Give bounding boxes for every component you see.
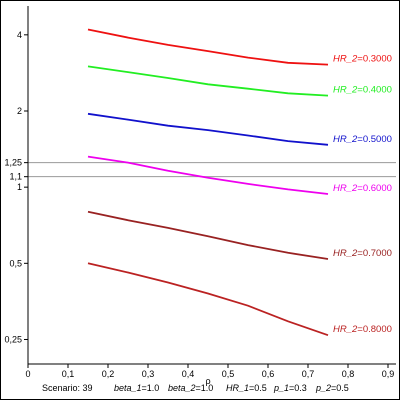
p-1-param: p_1=0.3: [274, 383, 307, 393]
x-tick-label: 0,7: [302, 369, 315, 379]
series-line: [87, 262, 329, 337]
y-tick-label: 1,1: [9, 172, 22, 182]
x-tick-label: 0,3: [142, 369, 155, 379]
series-line: [87, 112, 329, 146]
x-tick-label: 0,1: [62, 369, 75, 379]
y-tick-label: 0,5: [9, 258, 22, 268]
beta-2-param: beta_2=1.0: [168, 383, 213, 393]
y-tick-label: 0,25: [4, 334, 22, 344]
series-line: [87, 65, 329, 97]
y-tick-label: 2: [17, 106, 22, 116]
beta-1-name: beta_1: [114, 383, 142, 393]
series-labels: HR_2=0.3000 HR_2=0.4000 HR_2=0.5000 HR_2=0.…: [333, 54, 392, 336]
series-line: [87, 210, 329, 260]
beta-2-name: beta_2: [168, 383, 196, 393]
series-label: HR_2=0.8000: [333, 324, 392, 335]
hr-1-param: HR_1=0.5: [226, 383, 267, 393]
beta-1-value: =1.0: [141, 383, 160, 393]
x-axis-label: ρ: [205, 376, 210, 386]
series-label: HR_2=0.5000: [333, 134, 392, 145]
axes: [27, 6, 396, 365]
scenario-label: Scenario: 39: [42, 383, 93, 393]
y-ticks: 0,25 0,5 11,1 1,25 2 4: [4, 30, 28, 344]
x-tick-label: 0,9: [382, 369, 395, 379]
series-label: HR_2=0.7000: [333, 248, 392, 259]
y-tick-label: 1,25: [4, 158, 22, 168]
series-line: [87, 28, 329, 66]
hr-1-name: HR_1: [226, 383, 250, 393]
series-label: HR_2=0.6000: [333, 183, 392, 194]
p-1-value: =0.3: [289, 383, 307, 393]
p-2-param: p_2=0.5: [316, 383, 349, 393]
hr-1-value: =0.5: [249, 383, 267, 393]
x-ticks: 0 0,1 0,2 0,3 0,4 0,5 0,6 0,7 0,8 0,9: [25, 364, 394, 379]
y-tick-label: 1: [17, 182, 22, 192]
series-line: [87, 155, 329, 195]
p-1-name: p_1: [274, 383, 290, 393]
y-tick-label: 4: [17, 30, 22, 40]
p-2-value: =0.5: [331, 383, 349, 393]
x-tick-label: 0,2: [102, 369, 115, 379]
x-tick-label: 0,6: [262, 369, 275, 379]
beta-2-value: =1.0: [195, 383, 214, 393]
series-label: HR_2=0.3000: [333, 54, 392, 65]
series-lines: [87, 28, 329, 337]
x-tick-label: 0,5: [222, 369, 235, 379]
scenario-footer: Scenario: 39 beta_1=1.0 beta_2=1.0 HR_1=…: [0, 383, 400, 397]
beta-1-param: beta_1=1.0: [114, 383, 159, 393]
reference-lines: [28, 162, 396, 178]
series-label: HR_2=0.4000: [333, 85, 392, 96]
x-tick-label: 0,8: [342, 369, 355, 379]
p-2-name: p_2: [316, 383, 332, 393]
x-tick-label: 0: [25, 369, 30, 379]
x-tick-label: 0,4: [182, 369, 195, 379]
